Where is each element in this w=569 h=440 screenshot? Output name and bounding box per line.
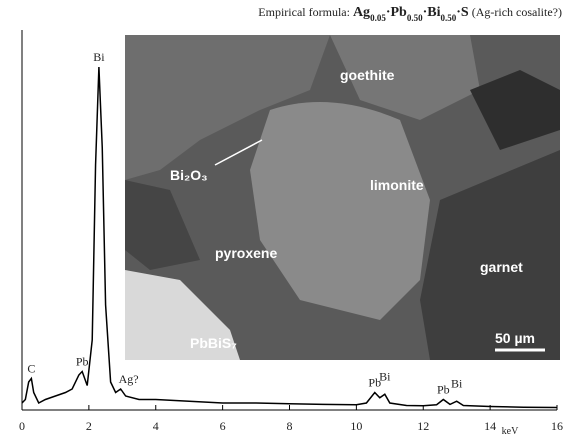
title-part: ·S	[456, 5, 469, 20]
image-label: Bi₂O₃	[170, 167, 208, 183]
peak-label: C	[27, 362, 35, 376]
x-tick-label: 8	[287, 419, 293, 433]
x-tick-label: 16	[551, 419, 563, 433]
image-label: PbBiS₇	[190, 335, 237, 351]
peak-label: Bi	[379, 369, 391, 383]
title-part: 0.05	[370, 13, 386, 23]
title-part: ·Bi	[423, 5, 441, 20]
spectrum-line	[21, 66, 558, 409]
title-part: 0.50	[440, 13, 456, 23]
sem-image	[125, 35, 560, 360]
x-tick-label: 14	[484, 419, 496, 433]
title-part: ·Pb	[386, 5, 407, 20]
x-tick-label: 6	[220, 419, 226, 433]
title-part: (Ag-rich cosalite?)	[469, 5, 562, 19]
image-label: pyroxene	[215, 245, 277, 261]
x-tick-label: 0	[19, 419, 25, 433]
peak-label: Ag?	[119, 372, 139, 386]
title-part: Empirical formula:	[258, 5, 353, 19]
peak-label: Pb	[368, 376, 381, 390]
peak-label: Pb	[437, 383, 450, 397]
image-label: limonite	[370, 177, 424, 193]
image-label: garnet	[480, 259, 523, 275]
peak-label: Bi	[451, 376, 463, 390]
peak-label: Bi	[93, 50, 105, 64]
title-part: 0.50	[407, 13, 423, 23]
x-tick-label: 4	[153, 419, 159, 433]
x-tick-label: 2	[86, 419, 92, 433]
image-label: goethite	[340, 67, 395, 83]
x-axis-label: keV	[502, 426, 519, 437]
title-part: Ag	[353, 5, 370, 20]
x-tick-label: 12	[417, 419, 429, 433]
x-tick-label: 10	[350, 419, 362, 433]
chart-title: Empirical formula: Ag0.05·Pb0.50·Bi0.50·…	[258, 5, 562, 23]
peak-label: Pb	[76, 355, 89, 369]
image-label: 50 µm	[495, 330, 535, 346]
